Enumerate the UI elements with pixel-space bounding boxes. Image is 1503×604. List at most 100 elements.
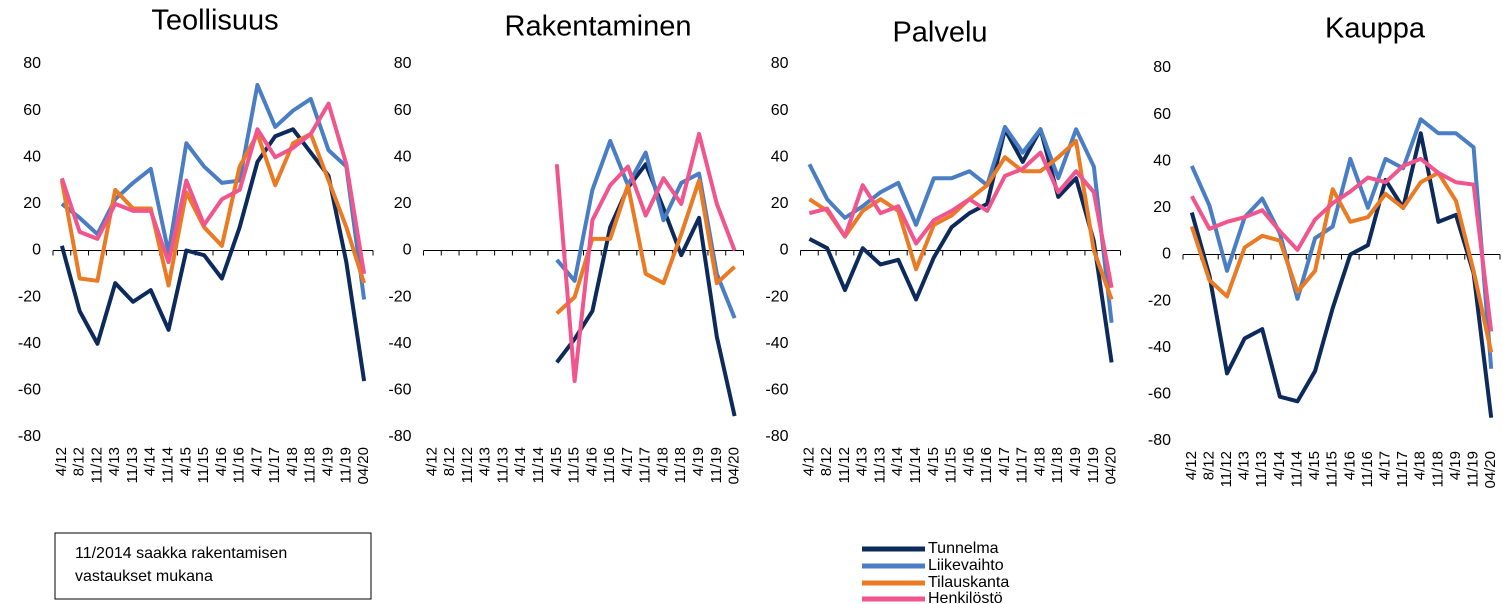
x-tick-label: 4/16 [960,447,977,476]
x-tick-label: 4/15 [177,447,194,476]
x-tick-label: 4/16 [213,447,230,476]
x-tick-label: 4/17 [1376,451,1393,480]
x-tick-label: 11/18 [302,447,319,483]
y-tick-label: 40 [394,148,412,165]
legend-label: Tilauskanta [928,574,1009,591]
x-tick-label: 11/18 [1429,451,1446,487]
x-tick-label: 11/19 [708,447,725,483]
y-tick-label: -40 [765,335,788,352]
x-tick-label: 4/16 [583,447,600,476]
x-tick-label: 4/19 [1447,451,1464,480]
x-tick-label: 04/20 [1482,451,1499,489]
x-tick-label: 4/19 [690,447,707,476]
y-tick-label: -60 [765,382,788,399]
y-tick-label: 60 [23,102,41,119]
x-tick-label: 4/17 [248,447,265,476]
y-tick-label: -60 [1148,386,1171,403]
series-line [807,124,1114,323]
y-tick-label: -20 [18,288,41,305]
y-tick-label: -80 [388,428,411,445]
y-tick-label: 0 [780,242,789,259]
x-tick-label: 4/14 [142,447,159,476]
x-tick-label: 4/15 [1306,451,1323,480]
legend-label: Tunnelma [928,540,999,557]
x-tick-label: 4/18 [284,447,301,476]
x-tick-label: 11/19 [1465,451,1482,487]
x-tick-label: 11/14 [160,447,177,483]
y-tick-label: -60 [388,382,411,399]
x-tick-label: 11/13 [494,447,511,483]
x-tick-label: 11/14 [1288,451,1305,487]
legend-label: Liikevaihto [928,557,1004,574]
x-tick-label: 4/16 [1341,451,1358,480]
x-tick-label: 11/15 [1324,451,1341,487]
x-tick-label: 4/12 [423,447,440,476]
y-tick-label: -20 [388,288,411,305]
y-tick-label: 60 [1153,106,1171,123]
y-tick-label: -40 [18,335,41,352]
x-tick-label: 11/16 [1359,451,1376,487]
y-tick-label: 60 [771,102,789,119]
x-tick-label: 4/13 [106,447,123,476]
y-tick-label: 40 [771,148,789,165]
y-tick-label: -40 [1148,339,1171,356]
x-tick-label: 4/13 [477,447,494,476]
y-tick-label: 20 [394,195,412,212]
x-tick-label: 11/16 [978,447,995,483]
x-tick-label: 04/20 [726,447,743,485]
y-tick-label: 20 [1153,199,1171,216]
x-tick-label: 11/19 [337,447,354,483]
x-tick-label: 4/18 [654,447,671,476]
y-tick-label: 40 [23,148,41,165]
x-tick-label: 11/18 [1049,447,1066,483]
x-tick-label: 11/14 [530,447,547,483]
series-line [59,131,367,288]
series-line [554,131,737,384]
x-tick-label: 4/12 [53,447,70,476]
x-tick-label: 04/20 [1103,447,1120,485]
y-tick-label: -20 [765,288,788,305]
annotation-box [54,532,372,600]
y-tick-label: 80 [23,55,41,72]
x-tick-label: 11/12 [1218,451,1235,487]
x-tick-label: 4/17 [619,447,636,476]
chart-title: Kauppa [1325,13,1426,45]
x-tick-label: 11/15 [943,447,960,483]
x-tick-label: 11/16 [231,447,248,483]
x-tick-label: 8/12 [1200,451,1217,480]
x-tick-label: 8/12 [71,447,88,476]
x-tick-label: 4/15 [925,447,942,476]
x-tick-label: 11/17 [266,447,283,483]
x-tick-label: 11/12 [88,447,105,483]
y-tick-label: 40 [1153,152,1171,169]
y-tick-label: -20 [1148,292,1171,309]
x-tick-label: 11/17 [637,447,654,483]
y-tick-label: 80 [771,55,789,72]
series-line [555,162,737,417]
x-tick-label: 4/18 [1031,447,1048,476]
chart-title: Rakentaminen [505,11,692,43]
series-line [59,101,367,275]
y-tick-label: 60 [394,102,412,119]
x-tick-label: 4/13 [854,447,871,476]
chart-title: Teollisuus [151,5,278,37]
x-tick-label: 11/13 [871,447,888,483]
y-tick-label: 0 [32,242,41,259]
x-tick-label: 4/19 [1067,447,1084,476]
legend-label: Henkilöstö [928,590,1003,604]
y-tick-label: 80 [1153,59,1171,76]
x-tick-label: 4/17 [996,447,1013,476]
x-tick-label: 11/16 [601,447,618,483]
x-tick-label: 11/12 [836,447,853,483]
y-tick-label: 80 [394,55,412,72]
x-tick-label: 11/19 [1085,447,1102,483]
series-line [1190,156,1494,332]
x-tick-label: 11/14 [907,447,924,483]
x-tick-label: 4/18 [1412,451,1429,480]
x-tick-label: 4/12 [800,447,817,476]
x-tick-label: 11/15 [195,447,212,483]
y-tick-label: -40 [388,335,411,352]
x-tick-label: 11/18 [672,447,689,483]
x-tick-label: 11/15 [566,447,583,483]
x-tick-label: 11/13 [1253,451,1270,487]
